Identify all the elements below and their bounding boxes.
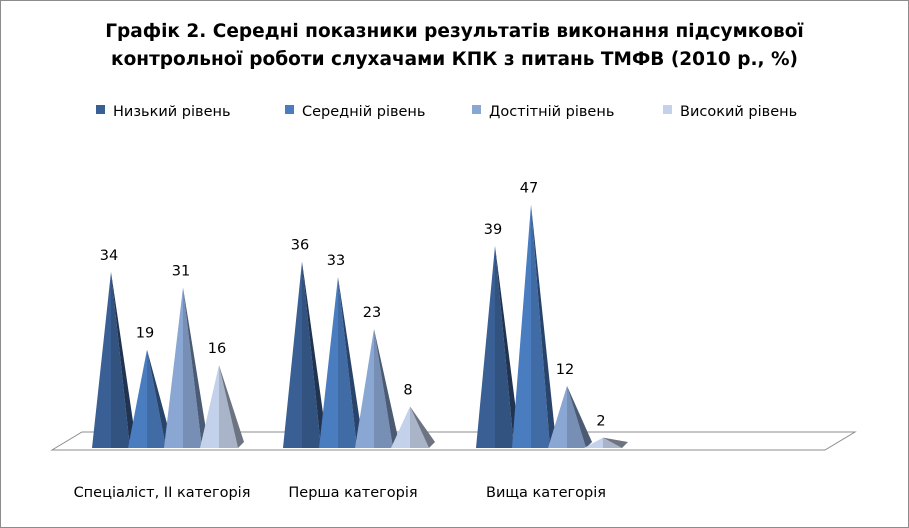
category-label-1: Спеціаліст, ІІ категорія bbox=[74, 485, 251, 501]
cone-3-cat-3 bbox=[548, 385, 592, 448]
cone-1-cat-3 bbox=[476, 245, 520, 448]
chart-title-line-2: контрольної роботи слухачами КПК з питан… bbox=[111, 49, 798, 70]
value-label-1-cat-3: 39 bbox=[484, 222, 502, 238]
legend-label-1: Низький рівень bbox=[113, 104, 231, 120]
cone-3-cat-1 bbox=[164, 287, 208, 448]
cone-4-cat-2 bbox=[391, 406, 435, 448]
cone-4-cat-1 bbox=[200, 365, 244, 448]
value-label-4-cat-3: 2 bbox=[596, 414, 605, 430]
value-labels: 34 19 31 16 36 33 23 8 39 47 12 2 bbox=[100, 181, 606, 430]
legend-swatch-3 bbox=[472, 105, 481, 114]
cone-1-cat-1 bbox=[92, 271, 136, 448]
legend-swatch-4 bbox=[663, 105, 672, 114]
legend-label-4: Високий рівень bbox=[680, 104, 797, 120]
category-label-2: Перша категорія bbox=[288, 485, 417, 501]
value-label-4-cat-1: 16 bbox=[208, 341, 226, 357]
value-label-1-cat-2: 36 bbox=[291, 238, 309, 254]
cone-2-cat-3 bbox=[512, 204, 556, 448]
legend-swatch-2 bbox=[285, 105, 294, 114]
chart-title-line-1: Графік 2. Середні показники результатів … bbox=[105, 21, 804, 42]
category-labels: Спеціаліст, ІІ категорія Перша категорія В… bbox=[74, 485, 606, 501]
category-label-3: Вища категорія bbox=[486, 485, 606, 501]
value-label-3-cat-3: 12 bbox=[556, 362, 574, 378]
legend-swatch-1 bbox=[96, 105, 105, 114]
legend-label-2: Середній рівень bbox=[302, 104, 425, 120]
value-label-3-cat-1: 31 bbox=[172, 263, 190, 279]
cones bbox=[92, 204, 628, 448]
cone-2-cat-1 bbox=[128, 349, 172, 448]
value-label-2-cat-1: 19 bbox=[136, 326, 154, 342]
value-label-1-cat-1: 34 bbox=[100, 248, 118, 264]
cone-3-cat-2 bbox=[355, 328, 399, 448]
value-label-4-cat-2: 8 bbox=[403, 383, 412, 399]
value-label-2-cat-2: 33 bbox=[327, 253, 345, 269]
legend-label-3: Достітній рівень bbox=[489, 104, 614, 120]
cone-2-cat-2 bbox=[319, 277, 363, 448]
cone-4-cat-3 bbox=[584, 437, 628, 448]
value-label-3-cat-2: 23 bbox=[363, 305, 381, 321]
value-label-2-cat-3: 47 bbox=[520, 181, 538, 197]
legend: Низький рівень Середній рівень Достітній р… bbox=[96, 104, 797, 120]
chart-floor bbox=[50, 431, 857, 451]
cone-1-cat-2 bbox=[283, 261, 327, 448]
chart-title: Графік 2. Середні показники результатів … bbox=[0, 18, 909, 74]
